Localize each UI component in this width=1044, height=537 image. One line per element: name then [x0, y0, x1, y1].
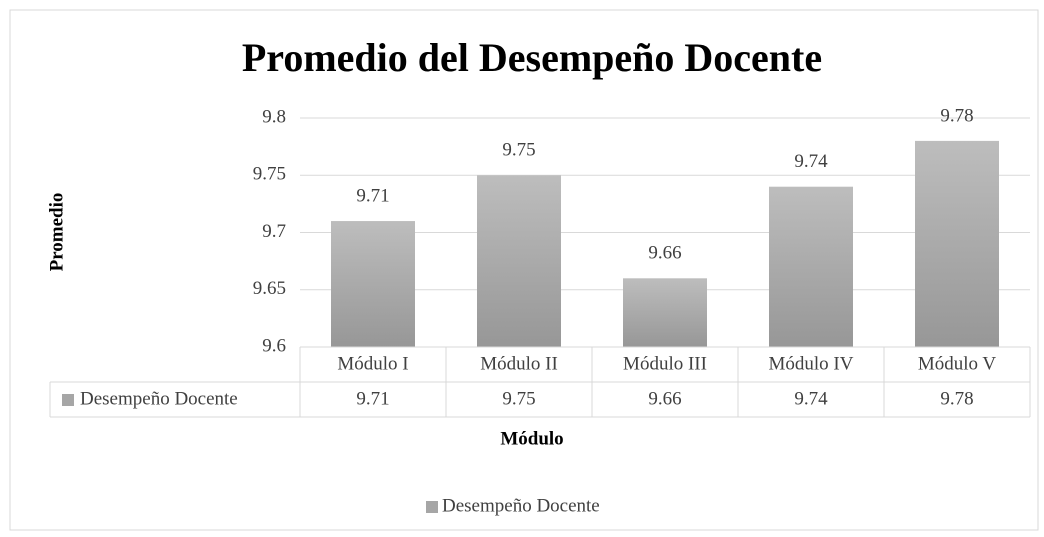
- table-value: 9.66: [648, 388, 681, 409]
- bar: [623, 278, 707, 347]
- table-series-name: Desempeño Docente: [80, 388, 238, 409]
- x-tick-label: Módulo III: [623, 353, 707, 374]
- table-value: 9.75: [502, 388, 535, 409]
- y-tick-label: 9.75: [253, 164, 286, 185]
- bar: [477, 175, 561, 347]
- table-value: 9.78: [940, 388, 973, 409]
- x-tick-label: Módulo I: [337, 353, 408, 374]
- data-label: 9.74: [794, 151, 828, 172]
- data-label: 9.71: [356, 185, 389, 206]
- legend-label: Desempeño Docente: [442, 495, 600, 516]
- table-value: 9.71: [356, 388, 389, 409]
- data-label: 9.78: [940, 105, 973, 126]
- y-axis-title: Promedio: [46, 193, 67, 272]
- bar: [769, 186, 853, 347]
- y-tick-label: 9.65: [253, 278, 286, 299]
- y-tick-label: 9.8: [262, 106, 286, 127]
- x-tick-label: Módulo IV: [769, 353, 854, 374]
- chart-title: Promedio del Desempeño Docente: [242, 35, 822, 80]
- x-tick-label: Módulo V: [918, 353, 997, 374]
- bar: [915, 140, 999, 347]
- data-label: 9.75: [502, 140, 535, 161]
- table-value: 9.74: [794, 388, 828, 409]
- bar: [331, 221, 415, 347]
- x-axis-title: Módulo: [500, 428, 563, 449]
- x-tick-label: Módulo II: [480, 353, 558, 374]
- data-label: 9.66: [648, 243, 681, 264]
- legend-key: [426, 501, 438, 513]
- y-tick-label: 9.6: [262, 335, 286, 356]
- table-legend-key: [62, 394, 74, 406]
- y-tick-label: 9.7: [262, 221, 286, 242]
